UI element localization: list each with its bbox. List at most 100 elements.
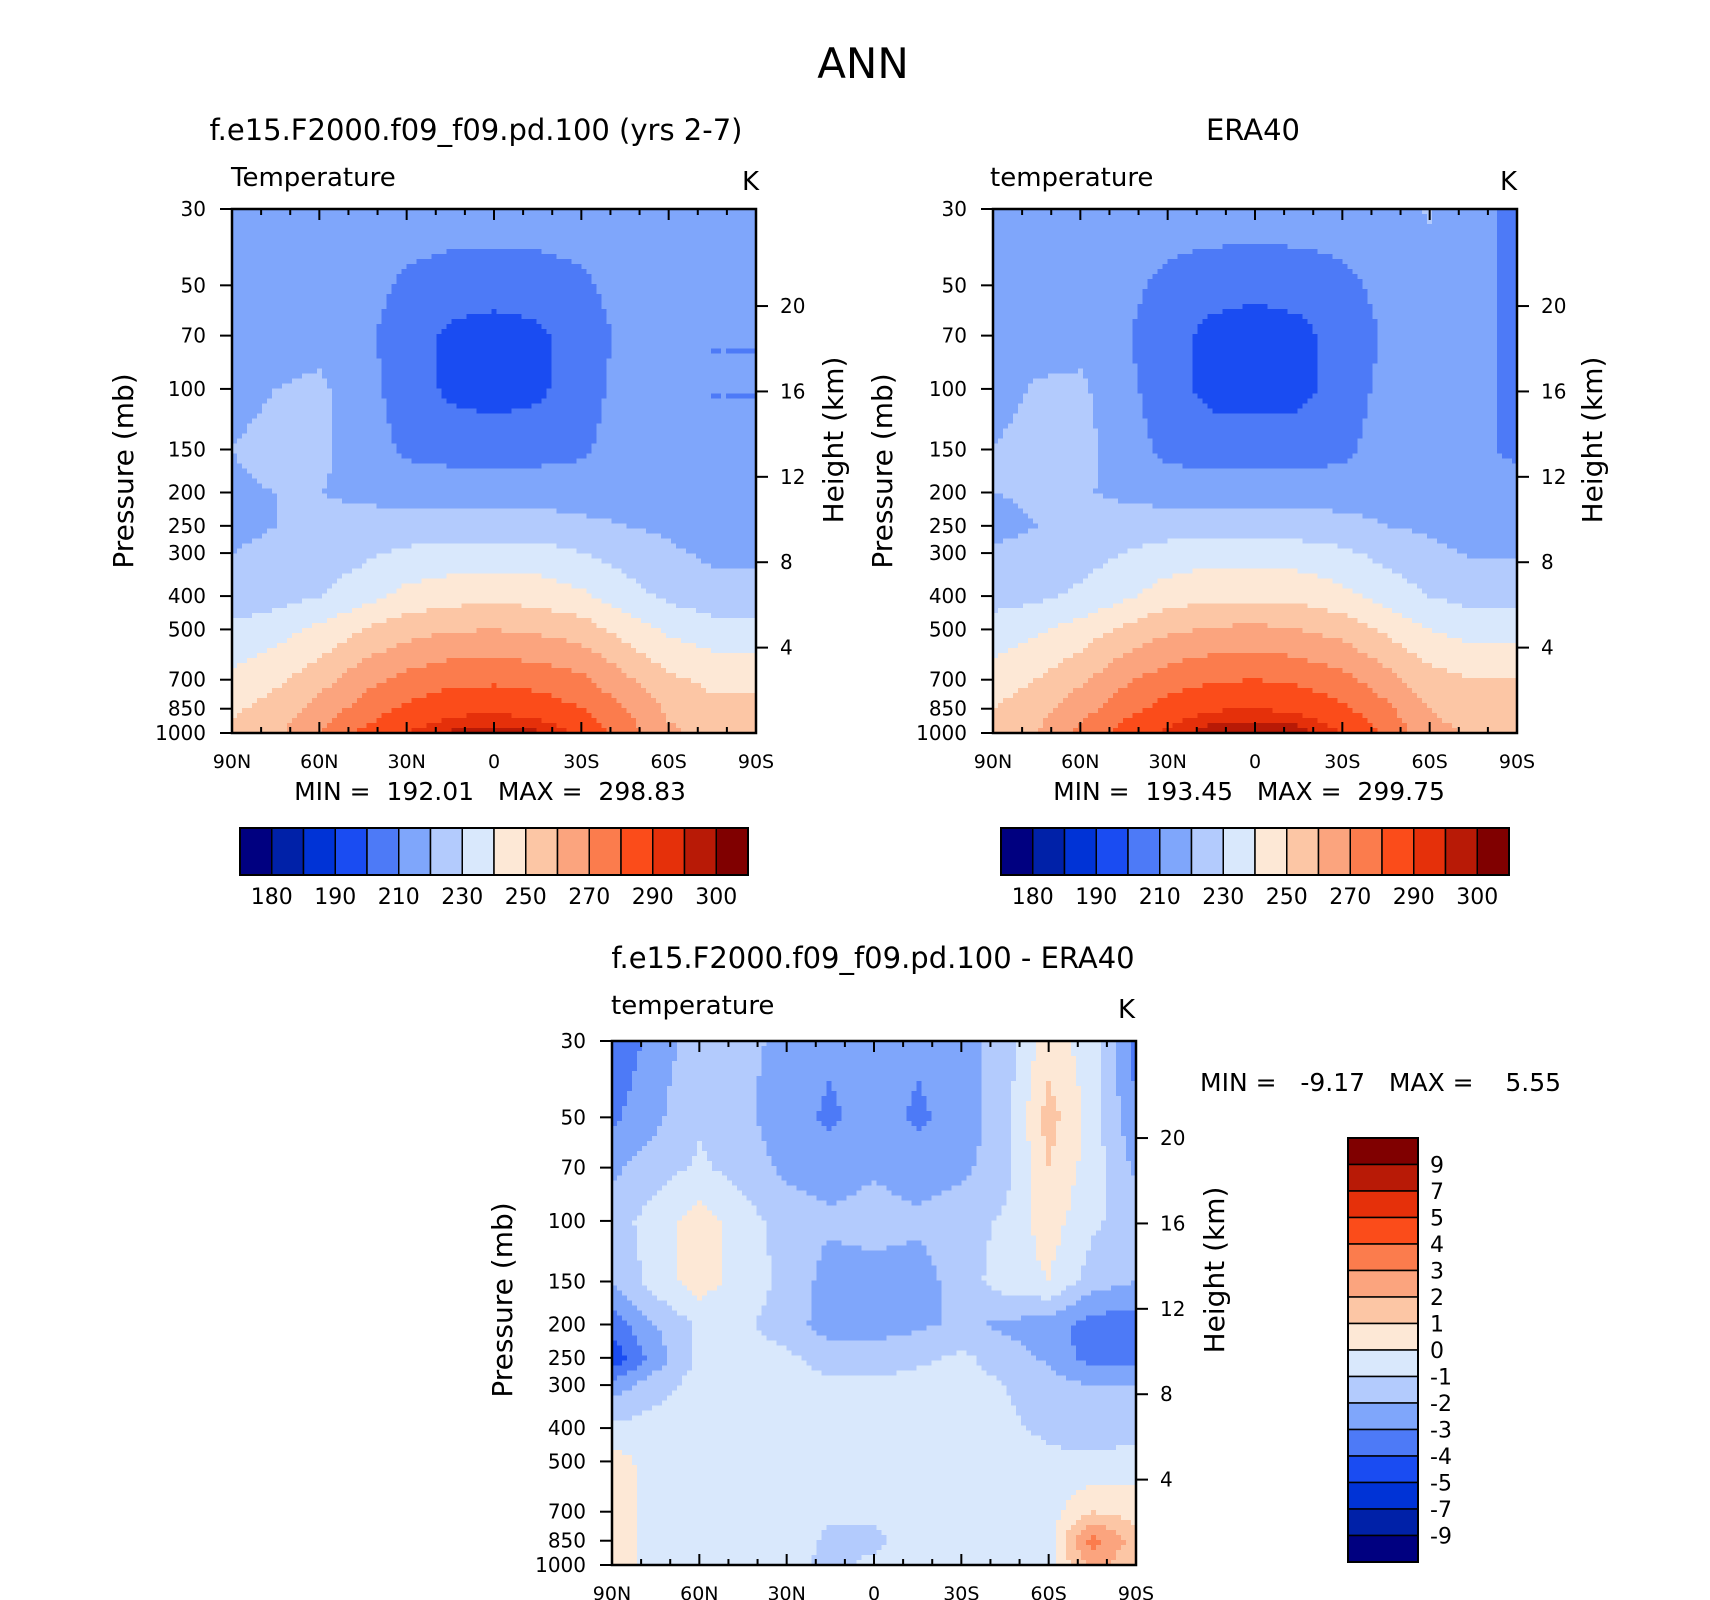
field-cell (422, 364, 428, 370)
field-cell (322, 384, 328, 390)
field-cell (651, 284, 657, 290)
field-cell (601, 359, 607, 365)
field-cell (432, 254, 438, 260)
field-cell (726, 354, 732, 360)
field-cell (337, 239, 343, 245)
field-cell (467, 379, 473, 385)
field-cell (282, 284, 288, 290)
field-cell (367, 329, 373, 335)
field-cell (636, 269, 642, 275)
field-cell (616, 389, 622, 395)
field-cell (606, 304, 612, 310)
field-cell (367, 379, 373, 385)
field-cell (551, 249, 557, 255)
field-cell (417, 349, 423, 355)
field-cell (247, 259, 253, 265)
field-cell (407, 379, 413, 385)
field-cell (721, 389, 727, 395)
field-cell (317, 404, 323, 410)
field-cell (631, 354, 637, 360)
field-cell (412, 244, 418, 250)
field-cell (656, 374, 662, 380)
field-cell (606, 329, 612, 335)
field-cell (556, 289, 562, 295)
field-cell (631, 359, 637, 365)
field-cell (432, 409, 438, 415)
field-cell (467, 319, 473, 325)
field-cell (736, 224, 742, 230)
field-cell (646, 289, 652, 295)
field-cell (242, 279, 248, 285)
field-cell (492, 379, 498, 385)
field-cell (641, 344, 647, 350)
field-cell (701, 244, 707, 250)
field-cell (506, 404, 512, 410)
field-cell (616, 339, 622, 345)
field-cell (696, 334, 702, 340)
field-cell (467, 359, 473, 365)
field-cell (611, 379, 617, 385)
field-cell (307, 239, 313, 245)
field-cell (626, 359, 632, 365)
field-cell (267, 309, 273, 315)
field-cell (472, 294, 478, 300)
field-cell (252, 254, 258, 260)
field-cell (526, 339, 532, 345)
field-cell (327, 249, 333, 255)
field-cell (621, 244, 627, 250)
field-cell (676, 404, 682, 410)
field-cell (307, 344, 313, 350)
field-cell (521, 304, 527, 310)
field-cell (511, 409, 517, 415)
field-cell (611, 309, 617, 315)
field-cell (651, 224, 657, 230)
field-cell (342, 299, 348, 305)
field-cell (541, 359, 547, 365)
field-cell (696, 354, 702, 360)
field-cell (462, 269, 468, 275)
field-cell (307, 289, 313, 295)
field-cell (427, 219, 433, 225)
field-cell (681, 364, 687, 370)
field-cell (297, 389, 303, 395)
field-cell (287, 314, 293, 320)
field-cell (432, 359, 438, 365)
field-cell (482, 274, 488, 280)
field-cell (402, 234, 408, 240)
field-cell (531, 314, 537, 320)
field-cell (666, 249, 672, 255)
field-cell (726, 239, 732, 245)
field-cell (267, 229, 273, 235)
field-cell (372, 244, 378, 250)
field-cell (237, 389, 243, 395)
field-cell (711, 369, 717, 375)
field-cell (302, 339, 308, 345)
field-cell (282, 244, 288, 250)
field-cell (611, 264, 617, 270)
field-cell (267, 354, 273, 360)
field-cell (412, 334, 418, 340)
field-cell (327, 259, 333, 265)
field-cell (407, 369, 413, 375)
field-cell (581, 294, 587, 300)
field-cell (442, 354, 448, 360)
field-cell (367, 314, 373, 320)
field-cell (472, 344, 478, 350)
field-cell (352, 299, 358, 305)
field-cell (656, 359, 662, 365)
field-cell (457, 379, 463, 385)
field-cell (432, 309, 438, 315)
field-cell (497, 334, 503, 340)
field-cell (731, 259, 737, 265)
field-cell (561, 244, 567, 250)
field-cell (422, 394, 428, 400)
field-cell (711, 284, 717, 290)
field-cell (666, 334, 672, 340)
field-cell (516, 219, 522, 225)
field-cell (671, 389, 677, 395)
field-cell (676, 234, 682, 240)
field-cell (631, 319, 637, 325)
field-cell (382, 219, 388, 225)
field-cell (656, 364, 662, 370)
field-cell (352, 304, 358, 310)
